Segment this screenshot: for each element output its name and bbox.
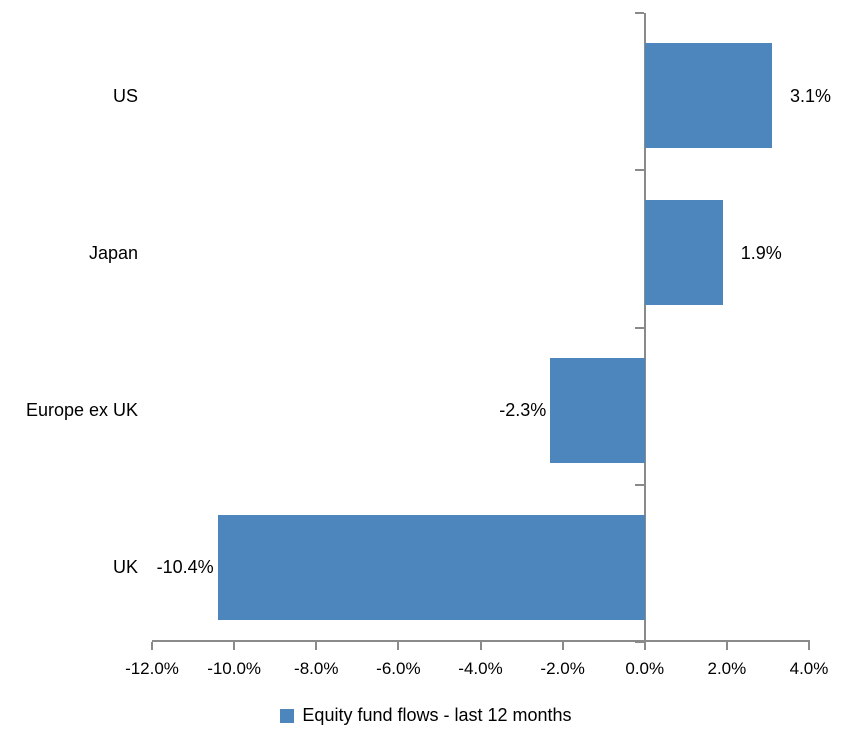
- category-label: UK: [112, 557, 138, 578]
- bar-europe-ex-uk: [550, 357, 645, 463]
- value-label: 3.1%: [790, 85, 832, 106]
- x-axis-tick: [151, 642, 153, 650]
- x-axis-tick: [725, 642, 728, 650]
- x-axis-tick: [808, 642, 810, 650]
- x-axis-tick: [643, 642, 646, 650]
- x-axis-tick-label: -12.0%: [125, 659, 179, 678]
- x-axis-tick-label: -6.0%: [376, 659, 421, 678]
- x-axis-tick-label: 2.0%: [707, 659, 747, 678]
- category-label: Japan: [88, 242, 138, 263]
- value-label: -2.3%: [499, 400, 547, 421]
- value-label: 1.9%: [740, 242, 782, 263]
- x-axis-line: [152, 640, 810, 642]
- category-label: US: [112, 85, 138, 106]
- legend-swatch: [280, 708, 295, 723]
- x-axis-tick-label: -2.0%: [540, 659, 585, 678]
- value-label: -10.4%: [156, 557, 214, 578]
- y-axis-tick: [634, 169, 644, 172]
- legend: Equity fund flows - last 12 months: [0, 705, 852, 726]
- x-axis-tick-label: -8.0%: [294, 659, 339, 678]
- x-axis-tick: [315, 642, 318, 650]
- x-axis-tick-label: -4.0%: [458, 659, 503, 678]
- x-axis-tick: [233, 642, 236, 650]
- y-axis-tick: [634, 483, 644, 486]
- x-axis-tick-label: 4.0%: [789, 659, 829, 678]
- bar-japan: [644, 200, 723, 306]
- x-axis-tick-label: 0.0%: [625, 659, 665, 678]
- category-label: Europe ex UK: [25, 400, 138, 421]
- legend-label: Equity fund flows - last 12 months: [302, 705, 572, 725]
- y-axis-line: [643, 13, 646, 642]
- bar-us: [644, 43, 773, 149]
- x-axis-tick: [479, 642, 482, 650]
- bar-uk: [217, 514, 645, 620]
- y-axis-tick: [634, 326, 644, 329]
- x-axis-tick: [561, 642, 564, 650]
- y-axis-tick: [634, 641, 644, 643]
- x-axis-tick: [397, 642, 400, 650]
- x-axis-tick-label: -10.0%: [207, 659, 262, 678]
- y-axis-tick: [634, 12, 644, 14]
